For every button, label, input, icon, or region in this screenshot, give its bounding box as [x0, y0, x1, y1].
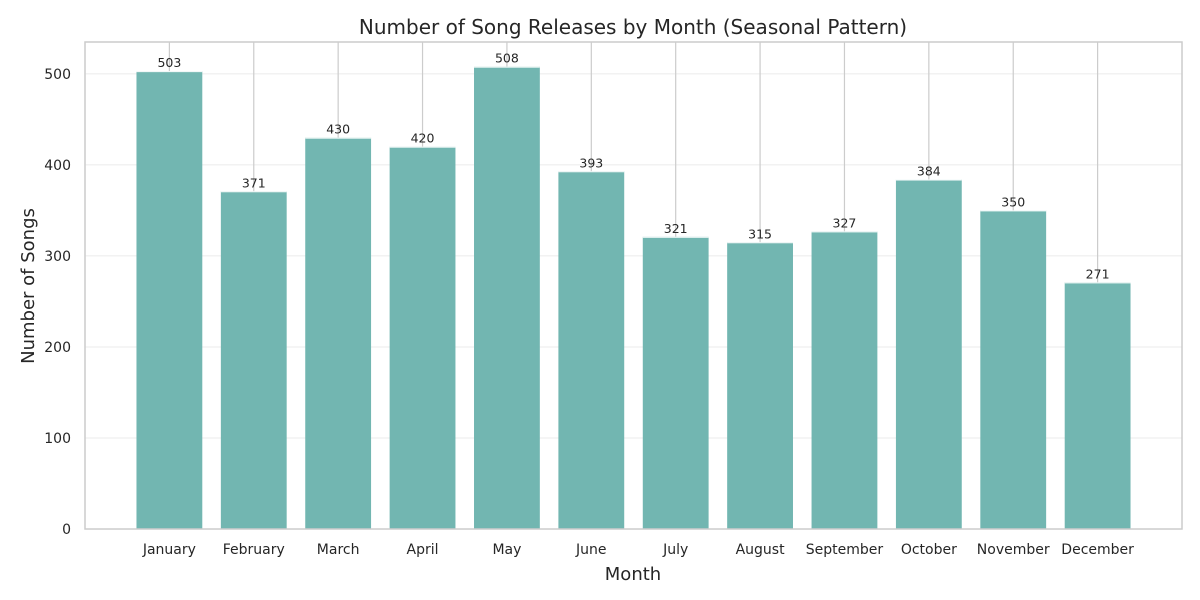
data-label-november: 350 — [1001, 194, 1025, 209]
data-label-october: 384 — [917, 163, 941, 178]
chart-title: Number of Song Releases by Month (Season… — [359, 15, 907, 39]
bar-january — [136, 71, 203, 530]
bar-november — [980, 210, 1047, 530]
tick-labels: 0 100 200 300 400 500 January February March Apri… — [44, 67, 1134, 558]
x-tick-label-april: April — [407, 542, 439, 558]
data-label-may: 508 — [495, 51, 519, 66]
data-label-march: 430 — [326, 122, 350, 137]
x-tick-label-november: November — [977, 542, 1050, 558]
y-tick-label: 400 — [44, 158, 71, 174]
x-tick-label-june: June — [575, 542, 607, 558]
x-axis-label: Month — [605, 564, 661, 585]
bar-june — [558, 171, 625, 529]
data-label-september: 327 — [833, 215, 857, 230]
x-tick-label-may: May — [492, 542, 521, 558]
bar-december — [1064, 282, 1131, 529]
y-tick-label: 200 — [44, 340, 71, 356]
bar-april — [389, 146, 456, 529]
y-tick-label: 500 — [44, 67, 71, 83]
bar-february — [220, 191, 287, 529]
x-tick-label-march: March — [317, 542, 360, 558]
data-label-december: 271 — [1086, 266, 1110, 281]
plot-frame — [84, 41, 1183, 530]
bars — [136, 66, 1131, 530]
data-labels: 503 371 430 420 508 393 321 315 327 384 350 271 — [157, 51, 1109, 282]
data-label-april: 420 — [411, 131, 435, 146]
y-tick-label: 100 — [44, 431, 71, 447]
data-label-july: 321 — [664, 221, 688, 236]
y-axis-label: Number of Songs — [18, 208, 39, 364]
bar-august — [727, 242, 793, 529]
x-tick-label-february: February — [223, 542, 285, 558]
x-tick-label-july: July — [662, 542, 688, 558]
x-tick-label-december: December — [1061, 542, 1134, 558]
y-tick-label: 300 — [44, 249, 71, 265]
x-tick-label-october: October — [901, 542, 957, 558]
bar-september — [811, 231, 878, 529]
x-tick-label-august: August — [736, 542, 786, 558]
data-label-january: 503 — [157, 55, 181, 70]
data-label-june: 393 — [579, 155, 603, 170]
x-tick-label-january: January — [142, 542, 196, 558]
data-label-february: 371 — [242, 175, 266, 190]
data-label-august: 315 — [748, 226, 772, 241]
bar-march — [305, 137, 372, 529]
y-tick-label: 0 — [62, 522, 71, 538]
bar-july — [642, 236, 709, 530]
bar-october — [895, 179, 962, 529]
bar-may — [474, 66, 540, 529]
x-tick-label-september: September — [806, 542, 884, 558]
